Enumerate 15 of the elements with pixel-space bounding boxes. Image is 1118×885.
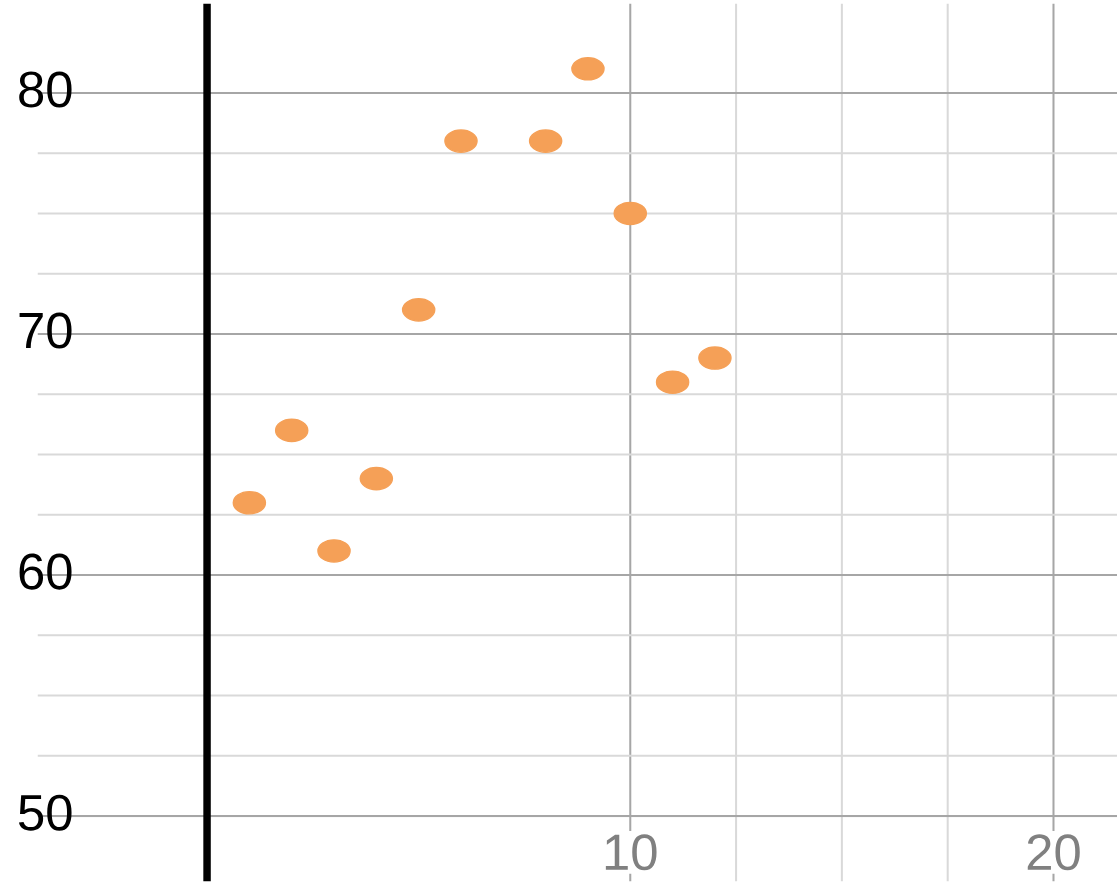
x-tick-label: 10 — [605, 834, 657, 871]
point — [571, 57, 605, 81]
point — [444, 129, 478, 153]
x-tick-label: 20 — [1027, 834, 1080, 871]
point — [613, 201, 648, 226]
point — [359, 466, 394, 491]
point — [655, 370, 690, 395]
point — [698, 346, 732, 370]
y-tick-label: 50 — [18, 794, 72, 831]
y-tick-label: 60 — [19, 553, 72, 590]
point — [317, 539, 351, 563]
y-tick-label: 80 — [19, 71, 72, 108]
y-tick-label: 70 — [19, 312, 72, 349]
point — [274, 418, 309, 443]
point — [232, 490, 267, 515]
